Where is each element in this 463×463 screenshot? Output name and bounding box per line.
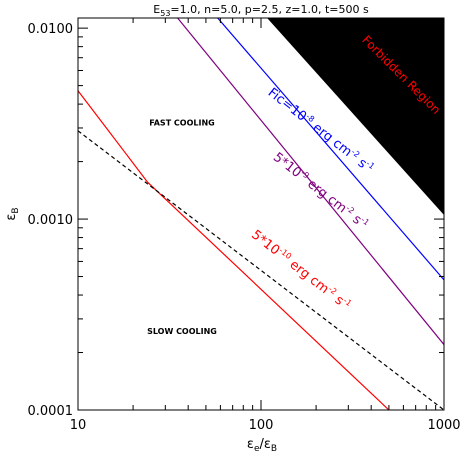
y-axis-label: εB xyxy=(4,207,21,220)
y-tick-label: 0.0100 xyxy=(28,22,74,37)
region-label-fast-cooling: FAST COOLING xyxy=(149,118,215,127)
y-tick-label: 0.0001 xyxy=(28,404,74,419)
series-line-flux-1e-8 xyxy=(217,18,444,281)
region-label-slow-cooling: SLOW COOLING xyxy=(147,327,217,336)
x-tick-label: 10 xyxy=(70,418,87,433)
series-line-flux-5e-10 xyxy=(78,90,390,410)
y-tick-label: 0.0010 xyxy=(28,213,74,228)
series-line-flux-5e-9 xyxy=(177,18,444,345)
x-tick-label: 1000 xyxy=(427,418,460,433)
series-line-cooling-boundary xyxy=(78,130,444,410)
chart-title: E53=1.0, n=5.0, p=2.5, z=1.0, t=500 s xyxy=(153,3,369,18)
forbidden-region xyxy=(267,18,444,216)
x-tick-label: 100 xyxy=(249,418,274,433)
x-axis-label: εe/εB xyxy=(247,437,277,454)
